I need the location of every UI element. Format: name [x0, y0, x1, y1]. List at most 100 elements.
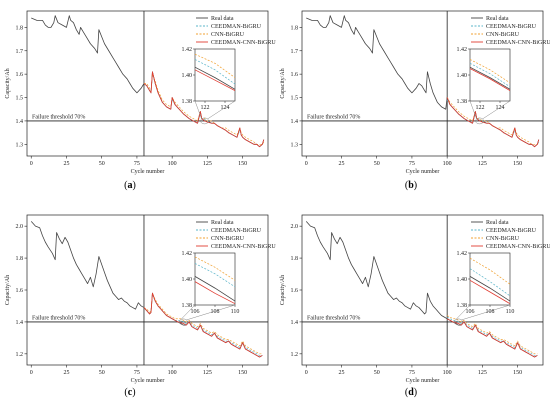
y-tick-label: 1.7 — [16, 49, 24, 55]
x-tick-label: 50 — [99, 161, 105, 167]
inset-y-tick-label: 1.40 — [457, 73, 468, 79]
y-tick-label: 1.6 — [291, 288, 299, 294]
y-tick-label: 1.6 — [16, 288, 24, 294]
panel-label-letter: c — [128, 387, 133, 398]
inset-y-tick-label: 1.38 — [182, 99, 193, 105]
panel-label-paren: ) — [133, 180, 136, 191]
x-tick-label: 75 — [409, 370, 415, 376]
inset-series-line-ceedman-cnn-bigru — [469, 68, 511, 91]
series-line-cnn-bigru — [446, 97, 540, 145]
x-tick-label: 125 — [203, 370, 212, 376]
failure-threshold-label: Failure threshold 70% — [307, 114, 360, 120]
y-tick-label: 1.8 — [16, 256, 24, 262]
panel-label-paren: ( — [405, 387, 409, 398]
legend-label-cnn-bigru: CNN-BiGRU — [211, 32, 245, 38]
panel-label-paren: ( — [405, 180, 409, 191]
inset-series-line-cnn-bigru — [469, 257, 511, 285]
x-tick-label: 150 — [238, 161, 247, 167]
panel-label-paren: ( — [124, 180, 128, 191]
zoom-connector — [180, 304, 196, 321]
x-tick-label: 75 — [134, 161, 140, 167]
zoom-inset: 1.38 1.40 1.42 122 124 — [182, 47, 236, 111]
y-tick-label: 1.7 — [291, 49, 299, 55]
x-tick-label: 0 — [305, 161, 308, 167]
inset-x-tick-label: 106 — [191, 309, 200, 315]
x-tick-label: 150 — [238, 370, 247, 376]
inset-x-tick-label: 110 — [506, 309, 515, 315]
y-tick-label: 1.6 — [16, 72, 24, 78]
plot-frame — [26, 10, 269, 157]
failure-threshold-label: Failure threshold 70% — [307, 315, 360, 321]
y-tick-label: 2.0 — [291, 224, 299, 230]
zoom-source-marker — [475, 117, 484, 125]
x-tick-label: 75 — [409, 161, 415, 167]
inset-series-line-real-data — [194, 276, 236, 302]
y-tick-label: 1.3 — [16, 142, 24, 148]
series-line-ceedman-cnn-bigru — [446, 318, 538, 358]
x-axis-label: Cycle number — [131, 169, 165, 175]
inset-series-line-real-data — [469, 276, 511, 302]
series-line-ceedman-cnn-bigru — [446, 97, 540, 148]
inset-series-line-real-data — [194, 66, 236, 90]
inset-series-line-ceedman-cnn-bigru — [194, 69, 236, 91]
legend-label-real-data: Real data — [486, 16, 509, 22]
inset-series-line-cnn-bigru — [194, 53, 236, 78]
inset-x-tick-label: 108 — [486, 309, 495, 315]
legend-label-ceedman-bigru: CEEDMAN-BiGRU — [211, 24, 262, 30]
zoom-connector — [186, 304, 236, 321]
y-tick-label: 1.3 — [291, 142, 299, 148]
y-tick-label: 1.5 — [291, 96, 299, 102]
inset-x-tick-label: 122 — [201, 105, 210, 111]
failure-threshold-label: Failure threshold 70% — [32, 114, 85, 120]
zoom-connector — [461, 304, 511, 321]
chart-panel-c: 0 25 50 75 100 125 150 1.2 1.4 1.6 1.8 2.0 Cycle num… — [5, 214, 276, 398]
y-tick-label: 1.4 — [16, 119, 24, 125]
legend-label-ceedman-bigru: CEEDMAN-BiGRU — [486, 228, 537, 234]
legend-label-ceedman-cnn-bigru: CEEDMAN-CNN-BiGRU — [486, 244, 550, 250]
inset-y-tick-label: 1.38 — [457, 99, 468, 105]
x-tick-label: 25 — [63, 370, 69, 376]
legend-label-cnn-bigru: CNN-BiGRU — [211, 236, 245, 242]
x-tick-label: 0 — [30, 370, 33, 376]
legend-label-cnn-bigru: CNN-BiGRU — [486, 236, 520, 242]
zoom-inset: 1.38 1.40 1.42 122 124 — [457, 47, 511, 111]
inset-y-tick-label: 1.42 — [182, 251, 193, 257]
y-axis-label: Capacity/Ah — [5, 68, 11, 98]
panel-label-paren: ) — [132, 387, 135, 398]
zoom-inset: 1.38 1.40 1.42 106 108 110 — [182, 251, 240, 315]
x-tick-label: 50 — [374, 161, 380, 167]
inset-series-line-ceedman-cnn-bigru — [469, 279, 511, 305]
zoom-connector — [455, 304, 471, 321]
x-tick-label: 100 — [168, 370, 177, 376]
zoom-connector — [194, 100, 202, 120]
zoom-source-marker — [454, 318, 463, 326]
inset-frame — [469, 48, 511, 102]
series-line-ceedman-cnn-bigru — [143, 71, 265, 148]
inset-y-tick-label: 1.40 — [457, 277, 468, 283]
x-tick-label: 25 — [338, 161, 344, 167]
x-axis-label: Cycle number — [131, 378, 165, 384]
inset-series-line-cnn-bigru — [469, 59, 511, 84]
failure-threshold-label: Failure threshold 70% — [32, 315, 85, 321]
inset-y-tick-label: 1.42 — [457, 251, 468, 257]
series-line-cnn-bigru — [446, 315, 538, 355]
y-tick-label: 1.8 — [291, 25, 299, 31]
panel-label-paren: ) — [414, 180, 417, 191]
y-tick-label: 1.5 — [16, 96, 24, 102]
panel-label-letter: b — [408, 180, 414, 191]
y-tick-label: 1.4 — [291, 119, 299, 125]
legend-label-ceedman-bigru: CEEDMAN-BiGRU — [486, 24, 537, 30]
inset-frame — [194, 48, 236, 102]
inset-y-tick-label: 1.42 — [182, 47, 193, 53]
y-tick-label: 1.2 — [16, 352, 24, 358]
inset-y-tick-label: 1.38 — [182, 303, 193, 309]
y-tick-label: 1.8 — [291, 256, 299, 262]
y-axis-label: Capacity/Ah — [280, 275, 286, 305]
panel-label: (b) — [405, 180, 417, 191]
y-axis-label: Capacity/Ah — [280, 68, 286, 98]
zoom-connector — [469, 100, 477, 120]
series-line-ceedman-bigru — [446, 316, 538, 356]
panel-label-letter: d — [408, 387, 414, 398]
x-axis-label: Cycle number — [406, 169, 440, 175]
